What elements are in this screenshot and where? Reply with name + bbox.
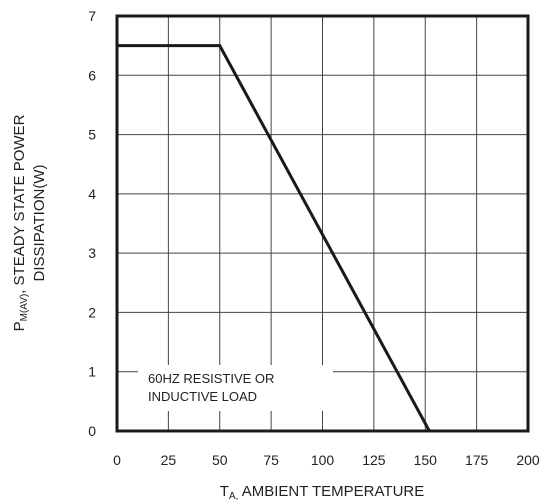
y-axis-title-main: , STEADY STATE POWER xyxy=(11,114,28,293)
x-axis-title: TA, AMBIENT TEMPERATURE xyxy=(220,483,425,502)
series-layer xyxy=(115,44,431,433)
y-axis-title-subscript: M(AV) xyxy=(19,294,30,322)
y-tick-label: 3 xyxy=(88,245,96,261)
x-tick-label: 150 xyxy=(414,452,438,468)
x-axis-title-main: AMBIENT TEMPERATURE xyxy=(238,483,424,500)
y-tick-label: 1 xyxy=(88,364,96,380)
series-point xyxy=(115,44,119,48)
x-tick-label: 175 xyxy=(465,452,489,468)
y-tick-label: 6 xyxy=(88,67,96,83)
y-axis-title-line-1: PM(AV), STEADY STATE POWER xyxy=(11,114,30,331)
y-tick-label: 5 xyxy=(88,127,96,143)
x-tick-label: 75 xyxy=(263,452,279,468)
grid xyxy=(117,16,528,431)
series-point xyxy=(427,429,431,433)
y-tick-label: 7 xyxy=(88,8,96,24)
x-axis-title-prefix: T xyxy=(220,483,229,500)
plot-frame xyxy=(115,14,530,433)
x-tick-label: 25 xyxy=(161,452,177,468)
x-tick-label: 200 xyxy=(516,452,540,468)
x-tick-labels: 0 25 50 75 100 125 150 175 200 xyxy=(113,452,540,468)
y-axis-title-prefix: P xyxy=(11,321,28,331)
x-tick-label: 0 xyxy=(113,452,121,468)
y-tick-label: 2 xyxy=(88,304,96,320)
x-tick-label: 100 xyxy=(311,452,335,468)
annotation-box xyxy=(138,365,333,411)
x-tick-label: 50 xyxy=(212,452,228,468)
y-tick-label: 0 xyxy=(88,423,96,439)
x-axis-title-subscript: A, xyxy=(229,491,238,502)
annotation-line-2: INDUCTIVE LOAD xyxy=(148,389,257,404)
series-point xyxy=(218,44,222,48)
y-axis-title-line-2: DISSIPATION(W) xyxy=(31,165,48,282)
y-tick-labels: 0 1 2 3 4 5 6 7 xyxy=(88,8,96,439)
annotation-line-1: 60HZ RESISTIVE OR xyxy=(148,371,274,386)
x-tick-label: 125 xyxy=(362,452,386,468)
y-tick-label: 4 xyxy=(88,186,96,202)
